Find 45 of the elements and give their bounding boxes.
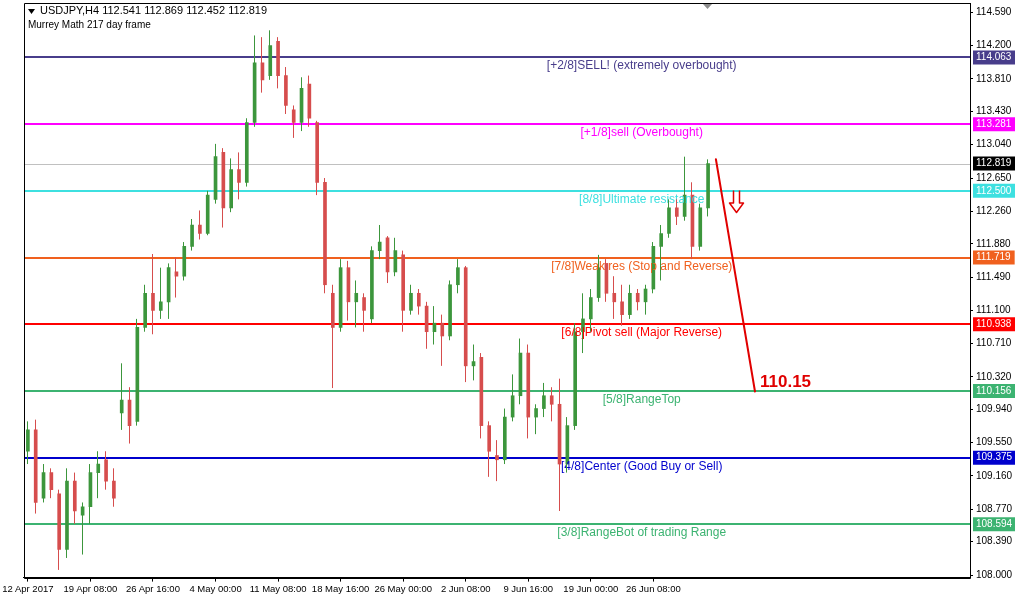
y-tick-label: 110.320 [976,370,1012,382]
ref-line-label: [+1/8]sell (Overbought) [580,125,703,140]
x-tick-label: 4 May 00:00 [189,582,242,594]
x-tick-label: 26 Jun 08:00 [625,582,681,594]
y-tick-label: 110.156 [976,384,1012,396]
x-tick-label: 12 Apr 2017 [2,582,54,594]
ref-line-label: [+2/8]SELL! (extremely overbought) [546,58,737,73]
x-tick-label: 26 May 00:00 [374,582,432,594]
y-tick-label: 112.819 [976,157,1012,169]
text: Murrey Math 217 day frame [27,18,152,30]
y-tick-label: 114.063 [976,51,1012,63]
y-tick-label: 108.000 [976,568,1013,580]
y-tick-label: 113.040 [976,138,1012,150]
y-tick-label: 108.770 [976,503,1013,515]
x-tick-label: 18 May 16:00 [311,582,370,594]
y-tick-label: 114.590 [976,6,1012,18]
y-tick-label: 110.938 [976,317,1012,329]
y-tick-label: 110.710 [976,337,1012,349]
x-tick-label: 19 Jun 00:00 [563,582,619,594]
x-tick-label: 2 Jun 08:00 [440,582,491,594]
y-tick-label: 109.375 [976,451,1013,463]
y-tick-label: 108.594 [976,518,1013,530]
y-tick-label: 111.490 [976,270,1012,282]
y-tick-label: 112.650 [976,171,1012,183]
chart-title: USDJPY,H4 112.541 112.869 112.452 112.819 [39,4,268,17]
y-tick-label: 113.281 [976,117,1012,129]
x-tick-label: 19 Apr 08:00 [63,582,118,594]
x-tick-label: 11 May 08:00 [249,582,307,594]
y-tick-label: 108.390 [976,535,1013,547]
y-tick-label: 111.719 [976,251,1012,263]
y-tick-label: 111.100 [976,304,1012,316]
y-tick-label: 113.430 [976,105,1012,117]
y-tick-label: 109.160 [976,469,1013,481]
y-tick-label: 113.810 [976,72,1012,84]
x-tick-label: 26 Apr 16:00 [126,582,180,594]
y-tick-label: 112.500 [976,184,1012,196]
x-tick-label: 9 Jun 16:00 [503,582,554,594]
y-tick-label: 109.550 [976,436,1013,448]
y-tick-label: 114.200 [976,39,1012,51]
annotation: 110.15 [760,371,812,391]
ref-line-label: [3/8]RangeBot of trading Range [557,525,727,540]
y-tick-label: 109.940 [976,403,1013,415]
y-tick-label: 111.880 [976,237,1012,249]
y-tick-label: 112.260 [976,205,1012,217]
ref-line-label: [5/8]RangeTop [602,392,682,407]
